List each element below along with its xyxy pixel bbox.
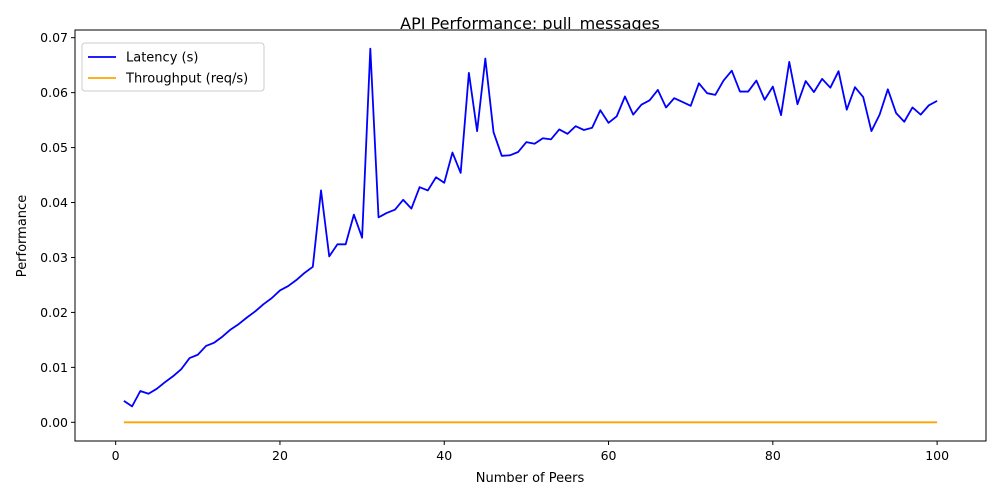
y-axis-label: Performance [15, 195, 30, 277]
y-axis: 0.00 0.01 0.02 0.03 0.04 0.05 0.06 0.07 [40, 30, 75, 430]
legend: Latency (s) Throughput (req/s) [81, 42, 265, 92]
x-tick-label: 40 [436, 448, 452, 463]
x-axis: 0 20 40 60 80 100 [112, 441, 949, 463]
plot-area [75, 30, 986, 441]
latency-series-line [123, 47, 938, 408]
legend-box [81, 42, 265, 92]
y-tick-label: 0.07 [40, 30, 68, 45]
y-tick-label: 0.03 [40, 250, 68, 265]
y-tick-label: 0.04 [40, 195, 68, 210]
series-layer [123, 47, 938, 424]
chart-title: API Performance: pull_messages [400, 14, 660, 34]
x-tick-label: 100 [925, 448, 949, 463]
legend-label-latency: Latency (s) [126, 51, 198, 66]
y-tick-label: 0.02 [40, 305, 68, 320]
x-tick-label: 80 [765, 448, 781, 463]
x-tick-label: 20 [272, 448, 288, 463]
x-axis-label: Number of Peers [476, 471, 585, 486]
x-tick-label: 60 [601, 448, 617, 463]
legend-label-throughput: Throughput (req/s) [125, 72, 248, 87]
plot-frame [74, 29, 987, 442]
x-tick-label: 0 [112, 448, 120, 463]
y-tick-label: 0.01 [40, 360, 68, 375]
y-tick-label: 0.05 [40, 140, 68, 155]
y-tick-label: 0.00 [40, 415, 68, 430]
y-tick-label: 0.06 [40, 85, 68, 100]
